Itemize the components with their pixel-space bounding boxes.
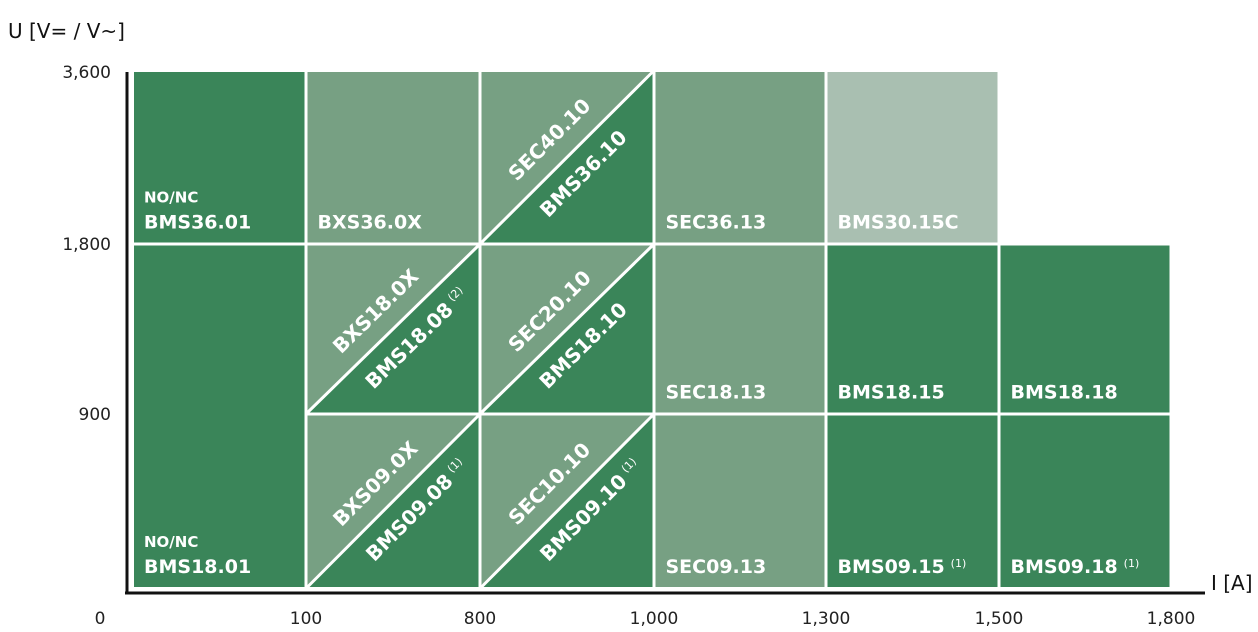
cell-bms18-18 [1000,245,1170,413]
cell-sec18-13 [655,245,825,413]
cell-bms09-18 [1000,415,1170,587]
ticks-layer: 0 100 800 1,000 1,300 1,500 1,800 3,600 1,800 900 [62,63,1196,629]
cell-sec36-13 [655,72,825,243]
x-tick-label: 1,800 [1147,609,1196,628]
x-tick-label: 0 [95,609,106,628]
cell-label-sec36-13: SEC36.13 [666,212,767,234]
split-diagonal-sec20-bms18-10 [480,244,654,414]
cell-label-bms09-18: BMS09.18 [1011,556,1118,578]
cell-label-bms30-15c: BMS30.15C [838,212,959,234]
x-tick-label: 800 [464,609,496,628]
split-diagonal-sec10-bms09-10 [480,414,654,589]
cell-label-sec09-13: SEC09.13 [666,556,767,578]
x-axis-title: I [A] [1211,571,1253,595]
cell-bms18-15 [827,245,998,413]
x-tick-label: 1,000 [630,609,679,628]
cell-label-bms36-01: BMS36.01 [144,212,251,234]
y-axis-title: U [V= / V~] [8,19,125,43]
cell-note-bms09-15: (1) [951,557,967,570]
x-tick-label: 1,300 [802,609,851,628]
cell-label-sec18-13: SEC18.13 [666,382,767,404]
cell-bms09-15 [827,415,998,587]
x-tick-label: 1,500 [975,609,1024,628]
cell-bxs36-0x [307,72,479,243]
cell-label-bms18-01: BMS18.01 [144,556,251,578]
y-tick-label: 1,800 [62,235,111,255]
cells-layer [134,70,1170,589]
cell-label-bms18-15: BMS18.15 [838,382,945,404]
cell-sec09-13 [655,415,825,587]
cell-sub-bms36-01: NO/NC [144,189,198,207]
cell-label-bms09-15: BMS09.15 [838,556,945,578]
axes-layer: U [V= / V~] I [A] [8,19,1253,595]
y-tick-label: 900 [79,405,111,425]
cell-label-bxs36-0x: BXS36.0X [318,212,423,234]
cell-bms36-01 [134,72,305,243]
cell-bms18-01 [134,245,305,587]
split-diagonal-bxs18-bms18-08 [306,244,480,414]
cell-bms30-15c [827,72,998,243]
split-diagonal-sec40-bms36 [480,70,654,244]
x-tick-label: 100 [290,609,322,628]
cell-label-bms18-18: BMS18.18 [1011,382,1118,404]
cell-sub-bms18-01: NO/NC [144,533,198,551]
y-tick-label: 3,600 [62,63,111,83]
split-diagonal-bxs09-bms09-08 [306,414,480,589]
cell-note-bms09-18: (1) [1124,557,1140,570]
